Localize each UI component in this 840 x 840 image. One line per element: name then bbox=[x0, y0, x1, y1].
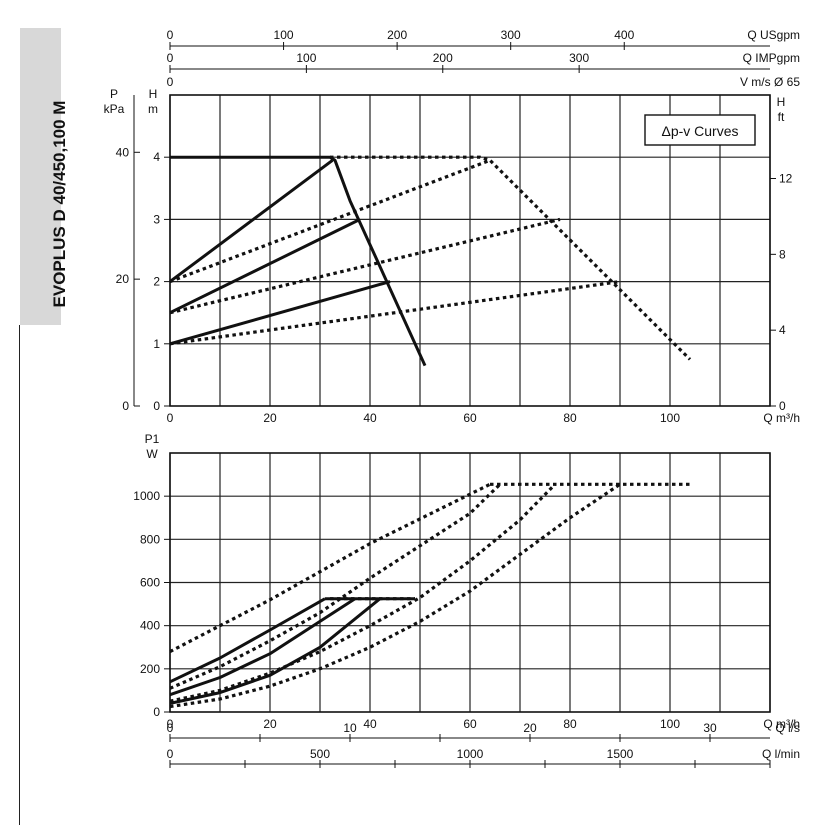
power-solid-curve-1 bbox=[169, 597, 356, 697]
sidebar-divider bbox=[19, 325, 20, 825]
legend-label: Δp-v Curves bbox=[661, 123, 738, 139]
ft-tick-label: 4 bbox=[779, 323, 786, 337]
bottom-scale-label-0: Q l/s bbox=[775, 721, 800, 735]
bottom-scale-tick-label: 500 bbox=[310, 747, 330, 761]
top-scale-tick-label: 300 bbox=[569, 51, 589, 65]
top-x-tick-label: 80 bbox=[563, 411, 577, 425]
bottom-x-tick-label: 80 bbox=[563, 717, 577, 731]
kpa-axis-label-line2: kPa bbox=[104, 102, 125, 116]
bottom-scale-tick-label: 0 bbox=[167, 747, 174, 761]
bottom-x-tick-label: 40 bbox=[363, 717, 377, 731]
bottom-scale-tick-label: 10 bbox=[343, 721, 357, 735]
p1-axis-label-line2: W bbox=[146, 447, 158, 461]
kpa-tick-label: 40 bbox=[116, 145, 130, 159]
top-plot-frame bbox=[169, 94, 771, 407]
h-tick-label: 2 bbox=[153, 275, 160, 289]
head-dotted-curve-7 bbox=[169, 280, 621, 346]
p1-tick-label: 1000 bbox=[133, 489, 160, 503]
top-x-tick-label: 60 bbox=[463, 411, 477, 425]
bottom-x-axis-label: Q m³/h bbox=[763, 717, 800, 731]
top-x-tick-label: 0 bbox=[167, 411, 174, 425]
p1-tick-label: 800 bbox=[140, 532, 160, 546]
head-dotted-curve-4 bbox=[330, 155, 692, 361]
power-solid-curve-0 bbox=[169, 597, 326, 684]
kpa-axis-label-line1: P bbox=[110, 87, 118, 101]
top-scale-tick-label: 100 bbox=[274, 28, 294, 42]
top-scale-tick-label: 300 bbox=[501, 28, 521, 42]
top-scale-label-0: Q USgpm bbox=[747, 28, 800, 42]
top-scale-tick-label: 0 bbox=[167, 28, 174, 42]
top-x-axis-label: Q m³/h bbox=[763, 411, 800, 425]
top-x-tick-label: 20 bbox=[263, 411, 277, 425]
bottom-x-tick-label: 100 bbox=[660, 717, 680, 731]
ft-axis-label-line1: H bbox=[777, 95, 786, 109]
top-scale-tick-label: 200 bbox=[387, 28, 407, 42]
bottom-scale-tick-label: 1000 bbox=[457, 747, 484, 761]
top-scale-tick-label: 400 bbox=[614, 28, 634, 42]
top-scale-tick-label: 0 bbox=[167, 51, 174, 65]
ft-axis-label-line2: ft bbox=[778, 110, 785, 124]
h-axis-label-line1: H bbox=[149, 87, 158, 101]
head-solid-curve-2 bbox=[169, 218, 361, 315]
p1-tick-label: 200 bbox=[140, 662, 160, 676]
power-dotted-curve-4 bbox=[169, 482, 491, 654]
velocity-scale-label: V m/s Ø 65 bbox=[740, 75, 800, 89]
head-solid-curve-3 bbox=[169, 280, 391, 346]
power-dotted-curve-5 bbox=[169, 483, 502, 690]
top-x-tick-label: 40 bbox=[363, 411, 377, 425]
top-scale-tick-label: 200 bbox=[433, 51, 453, 65]
p1-tick-label: 600 bbox=[140, 576, 160, 590]
bottom-x-tick-label: 60 bbox=[463, 717, 477, 731]
kpa-tick-label: 20 bbox=[116, 272, 130, 286]
bottom-scale-tick-label: 20 bbox=[523, 721, 537, 735]
p1-tick-label: 0 bbox=[153, 705, 160, 719]
head-solid-curve-1 bbox=[169, 159, 334, 283]
p1-axis-label-line1: P1 bbox=[145, 432, 160, 446]
kpa-tick-label: 0 bbox=[122, 399, 129, 413]
h-axis-label-line2: m bbox=[148, 102, 158, 116]
head-solid-curve-0 bbox=[170, 155, 427, 367]
top-scale-label-1: Q IMPgpm bbox=[743, 51, 800, 65]
ft-tick-label: 8 bbox=[779, 247, 786, 261]
ft-tick-label: 12 bbox=[779, 171, 793, 185]
top-scale-tick-label: 100 bbox=[296, 51, 316, 65]
bottom-x-tick-label: 0 bbox=[167, 717, 174, 731]
velocity-tick-label: 0 bbox=[167, 75, 174, 89]
bottom-scale-tick-label: 30 bbox=[703, 721, 717, 735]
model-sidebar: EVOPLUS D 40/450,100 M bbox=[20, 28, 69, 325]
bottom-x-tick-label: 20 bbox=[263, 717, 277, 731]
h-tick-label: 1 bbox=[153, 337, 160, 351]
power-dotted-curve-7 bbox=[169, 482, 621, 709]
ft-tick-label: 0 bbox=[779, 399, 786, 413]
h-tick-label: 4 bbox=[153, 150, 160, 164]
bottom-scale-tick-label: 1500 bbox=[607, 747, 634, 761]
h-tick-label: 3 bbox=[153, 212, 160, 226]
top-x-tick-label: 100 bbox=[660, 411, 680, 425]
p1-tick-label: 400 bbox=[140, 619, 160, 633]
legend-box bbox=[644, 114, 756, 146]
bottom-scale-tick-label: 0 bbox=[167, 721, 174, 735]
h-tick-label: 0 bbox=[153, 399, 160, 413]
head-dotted-curve-5 bbox=[169, 158, 491, 284]
bottom-scale-label-1: Q l/min bbox=[762, 747, 800, 761]
power-solid-curve-2 bbox=[169, 597, 381, 705]
